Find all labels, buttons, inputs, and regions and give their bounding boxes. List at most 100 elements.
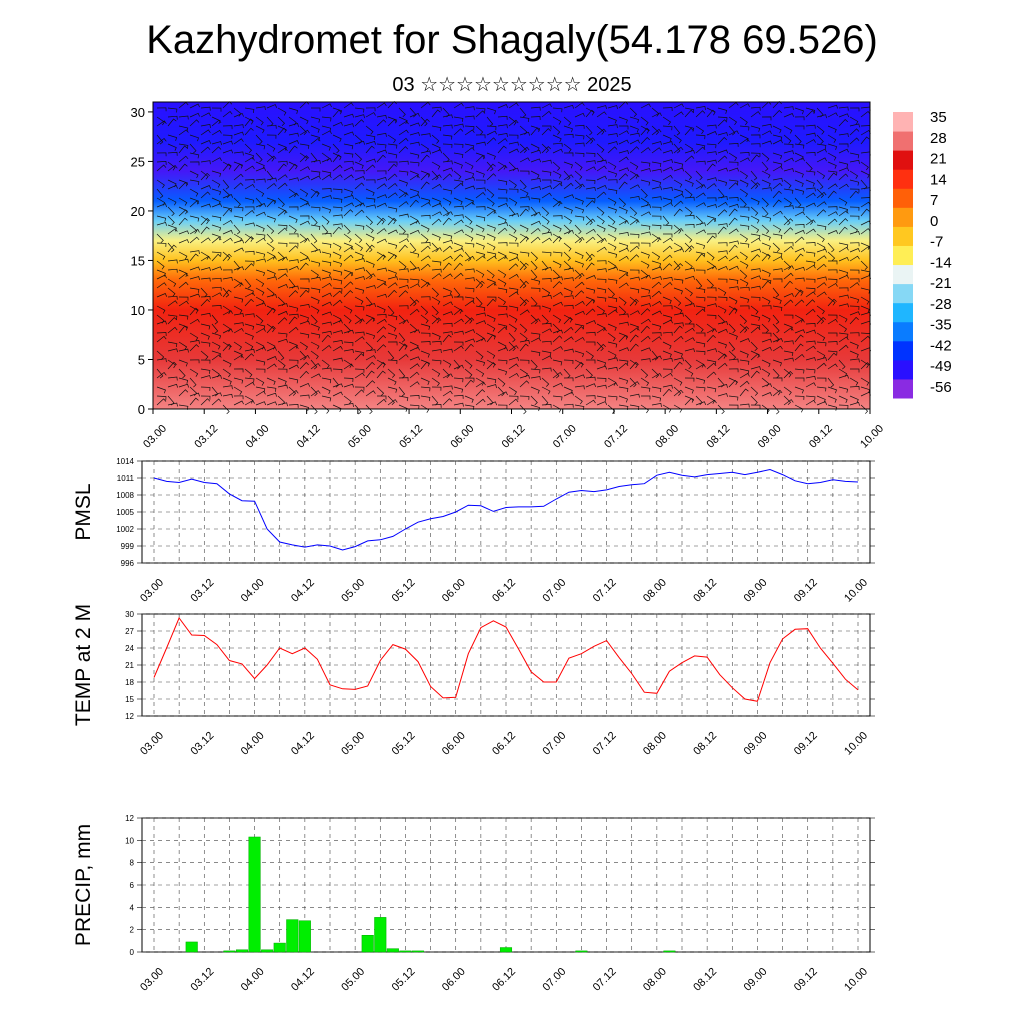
wind-barb bbox=[519, 116, 530, 122]
wind-barb bbox=[343, 194, 354, 199]
y-tick-label: 1011 bbox=[117, 474, 135, 483]
wind-barb bbox=[299, 404, 310, 411]
wind-barb bbox=[354, 318, 365, 325]
wind-barb bbox=[464, 359, 473, 369]
wind-barb bbox=[574, 161, 583, 171]
wind-barb bbox=[266, 392, 277, 397]
wind-barb bbox=[794, 277, 805, 282]
x-tick-label: 03.00 bbox=[138, 966, 166, 994]
wind-barb bbox=[255, 233, 266, 239]
x-tick-label: 08.12 bbox=[691, 730, 719, 758]
wind-barb bbox=[706, 265, 717, 271]
wind-barb bbox=[519, 380, 530, 388]
wind-barb bbox=[497, 124, 508, 129]
wind-barb bbox=[233, 386, 243, 395]
wind-barb bbox=[728, 228, 739, 235]
wind-barb bbox=[189, 112, 200, 118]
x-tick-label: 03.00 bbox=[138, 730, 166, 758]
wind-barb bbox=[288, 177, 299, 182]
wind-barb bbox=[519, 170, 530, 175]
wind-barb bbox=[475, 125, 484, 135]
wind-barb bbox=[508, 148, 519, 154]
wind-barb bbox=[288, 140, 300, 145]
wind-barb bbox=[222, 229, 233, 235]
wind-barb bbox=[805, 187, 816, 192]
wind-barb bbox=[233, 328, 244, 334]
wind-barb bbox=[629, 195, 640, 200]
wind-barb bbox=[585, 376, 596, 381]
wind-barb bbox=[563, 391, 574, 397]
wind-barb bbox=[761, 161, 769, 172]
wind-barb bbox=[365, 164, 376, 172]
y-tick-label: 24 bbox=[125, 644, 134, 653]
wind-barb bbox=[299, 382, 311, 388]
wind-barb bbox=[772, 125, 782, 134]
wind-barb bbox=[860, 170, 870, 179]
colorbar-segment bbox=[893, 188, 913, 208]
wind-barb bbox=[200, 255, 211, 262]
wind-barb bbox=[860, 161, 869, 171]
colorbar-label: 21 bbox=[930, 151, 947, 168]
wind-barb bbox=[332, 223, 343, 228]
wind-barb bbox=[475, 242, 485, 250]
wind-barb bbox=[574, 272, 585, 280]
wind-barb bbox=[827, 314, 838, 319]
wind-barb bbox=[596, 206, 605, 216]
wind-barb bbox=[431, 368, 441, 377]
wind-barb bbox=[398, 179, 408, 187]
wind-barb bbox=[475, 320, 487, 325]
wind-barb bbox=[266, 116, 274, 127]
wind-barb bbox=[640, 274, 651, 280]
wind-barb bbox=[244, 341, 254, 350]
wind-barb bbox=[211, 314, 219, 325]
wind-barb bbox=[805, 264, 816, 271]
wind-barb bbox=[387, 163, 397, 172]
wind-barb bbox=[684, 386, 694, 394]
wind-barb bbox=[684, 267, 695, 272]
x-tick-label: 07.12 bbox=[591, 966, 619, 994]
x-tick-label: 07.00 bbox=[540, 966, 568, 994]
wind-barb bbox=[409, 363, 420, 370]
wind-barb bbox=[838, 386, 849, 393]
wind-barb bbox=[343, 123, 354, 128]
wind-barb bbox=[486, 323, 496, 332]
wind-barb bbox=[244, 400, 255, 406]
wind-barb bbox=[310, 170, 321, 176]
wind-barb bbox=[255, 377, 265, 386]
wind-barb bbox=[277, 160, 288, 165]
wind-barb bbox=[706, 348, 717, 353]
wind-barb bbox=[552, 372, 563, 379]
wind-barb bbox=[552, 215, 563, 220]
wind-barb bbox=[827, 298, 837, 307]
wind-barb bbox=[750, 268, 761, 273]
wind-barb bbox=[244, 332, 254, 340]
wind-barb bbox=[233, 266, 245, 271]
wind-barb bbox=[618, 206, 628, 214]
wind-barb bbox=[178, 359, 188, 367]
wind-barb bbox=[311, 107, 321, 112]
wind-barb bbox=[475, 368, 485, 377]
wind-barb bbox=[343, 269, 354, 277]
wind-barb bbox=[211, 203, 223, 208]
wind-barb bbox=[750, 182, 761, 190]
wind-barb bbox=[343, 113, 354, 118]
wind-barb bbox=[530, 206, 538, 217]
wind-barb bbox=[750, 366, 761, 370]
wind-barb bbox=[827, 218, 838, 226]
wind-barb bbox=[541, 340, 552, 345]
wind-barb bbox=[618, 395, 628, 403]
wind-barb bbox=[684, 196, 695, 201]
wind-barb bbox=[508, 213, 519, 217]
wind-barb bbox=[629, 219, 640, 226]
wind-barb bbox=[266, 323, 275, 333]
wind-barb bbox=[442, 233, 453, 240]
wind-barb bbox=[497, 255, 508, 262]
wind-barb bbox=[277, 350, 285, 361]
wind-barb bbox=[849, 296, 860, 304]
wind-barb bbox=[651, 196, 662, 201]
wind-barb bbox=[695, 308, 706, 316]
wind-barb bbox=[728, 278, 739, 284]
wind-barb bbox=[508, 224, 517, 234]
wind-barb bbox=[222, 341, 232, 350]
wind-barb bbox=[222, 377, 232, 385]
